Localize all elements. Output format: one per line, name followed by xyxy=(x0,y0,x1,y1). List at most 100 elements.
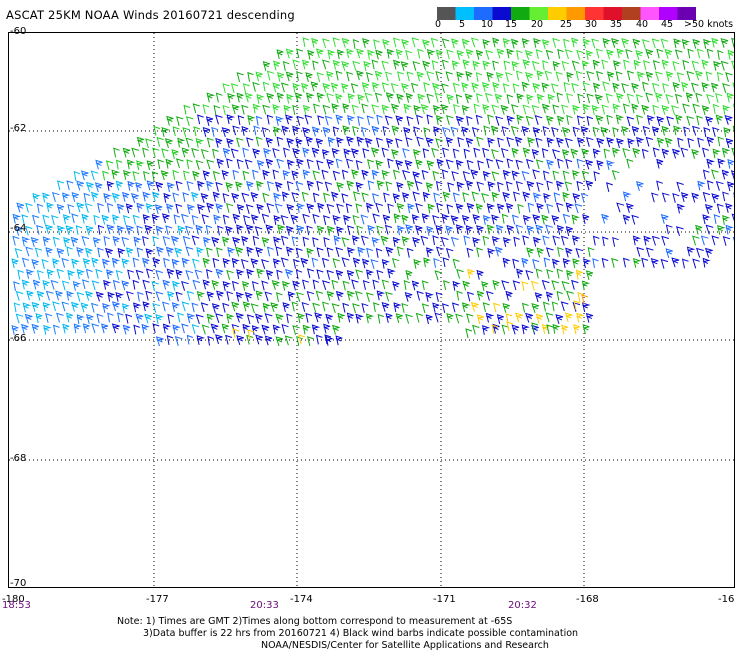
wind-barb xyxy=(145,290,153,301)
wind-barb xyxy=(206,202,214,213)
wind-barb xyxy=(535,224,544,235)
wind-barb xyxy=(671,257,680,268)
wind-barb xyxy=(731,37,734,48)
wind-barb xyxy=(403,103,412,114)
wind-barb xyxy=(447,182,455,193)
wind-barb xyxy=(672,61,680,71)
wind-barb xyxy=(341,193,349,204)
wind-barb xyxy=(564,49,573,60)
wind-barb xyxy=(322,59,330,70)
wind-barb xyxy=(307,49,315,60)
wind-barb xyxy=(352,125,360,136)
wind-barb xyxy=(717,225,726,235)
wind-barb xyxy=(674,49,683,60)
wind-barb xyxy=(412,191,420,202)
wind-barb xyxy=(222,257,232,268)
wind-barb xyxy=(310,81,319,92)
wind-barb xyxy=(531,322,539,333)
wind-barb xyxy=(632,257,642,268)
wind-barb xyxy=(435,115,445,125)
wind-barb xyxy=(491,104,500,115)
wind-barb xyxy=(425,292,435,302)
wind-barb xyxy=(205,116,214,127)
wind-barb xyxy=(505,71,513,82)
wind-barb xyxy=(350,83,359,94)
wind-barb xyxy=(656,180,663,191)
wind-barb xyxy=(285,71,294,82)
wind-barb xyxy=(465,180,473,191)
wind-barb xyxy=(96,313,104,324)
colorbar-swatch xyxy=(622,7,641,20)
wind-barb xyxy=(347,225,355,236)
wind-barb xyxy=(296,336,303,346)
wind-barb xyxy=(560,301,569,312)
colorbar-swatch xyxy=(529,7,549,20)
wind-barb xyxy=(311,37,319,48)
wind-barb xyxy=(175,158,184,169)
wind-barb xyxy=(273,126,282,137)
wind-barb xyxy=(253,125,260,136)
wind-barb xyxy=(246,314,255,325)
wind-barb xyxy=(235,224,245,235)
wind-barb xyxy=(453,103,460,114)
wind-barb xyxy=(486,290,494,301)
wind-barb xyxy=(246,268,255,279)
wind-barb xyxy=(292,82,301,93)
wind-barb xyxy=(11,325,19,335)
wind-barb xyxy=(392,236,401,247)
wind-barb xyxy=(97,224,105,235)
wind-barb xyxy=(361,192,369,203)
colorbar-swatches xyxy=(437,7,697,20)
wind-barb xyxy=(380,235,389,246)
wind-barb xyxy=(51,215,59,225)
colorbar-label-40: 40 xyxy=(636,19,649,30)
wind-barb xyxy=(232,236,240,247)
wind-barb xyxy=(364,137,373,148)
wind-barb xyxy=(532,258,540,269)
wind-barb xyxy=(352,214,360,225)
wind-barb xyxy=(675,114,683,125)
wind-barb xyxy=(136,136,144,147)
wind-barb xyxy=(315,48,324,59)
wind-barb xyxy=(101,258,111,269)
wind-barb xyxy=(641,104,649,115)
wind-barb xyxy=(692,38,700,49)
wind-barb xyxy=(351,148,359,159)
wind-barb xyxy=(381,301,390,312)
wind-barb xyxy=(192,170,200,181)
wind-barb xyxy=(664,137,673,148)
wind-barb xyxy=(221,127,230,138)
wind-barb xyxy=(702,147,710,158)
wind-barb xyxy=(182,127,190,138)
wind-barb xyxy=(281,191,290,202)
colorbar-swatch xyxy=(511,7,530,20)
wind-barb xyxy=(65,225,74,236)
wind-barb xyxy=(185,116,194,127)
wind-barb xyxy=(71,192,79,202)
wind-barb xyxy=(273,192,282,203)
wind-barb xyxy=(42,279,51,290)
wind-barb xyxy=(432,215,440,225)
wind-barb xyxy=(121,280,129,291)
wind-barb xyxy=(205,269,213,279)
wind-barb xyxy=(56,247,65,258)
wind-barb xyxy=(395,159,403,170)
wind-barb xyxy=(52,324,60,335)
wind-barb xyxy=(411,280,419,291)
wind-barb xyxy=(582,38,592,49)
wind-barb xyxy=(695,247,704,258)
colorbar-swatch xyxy=(492,7,512,20)
wind-barb xyxy=(661,235,670,246)
wind-barb xyxy=(136,225,143,236)
wind-barb xyxy=(665,71,673,82)
wind-barb xyxy=(41,259,49,269)
wind-barb xyxy=(116,225,126,236)
wind-barb xyxy=(93,214,100,225)
wind-barb xyxy=(292,105,299,115)
wind-barb xyxy=(212,257,220,268)
wind-barb xyxy=(551,280,559,291)
wind-barb xyxy=(326,225,336,236)
wind-barb xyxy=(392,281,400,291)
wind-barb xyxy=(473,103,480,114)
wind-barb xyxy=(335,247,344,257)
